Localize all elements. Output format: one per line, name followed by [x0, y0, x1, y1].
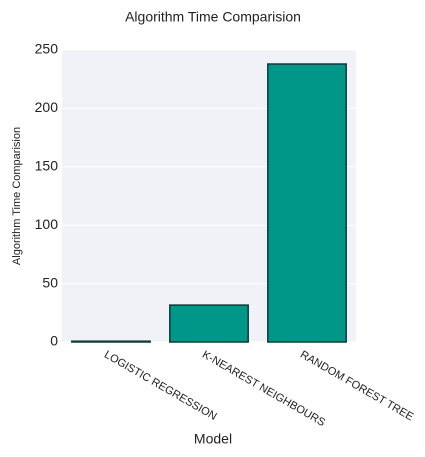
bar [71, 340, 151, 343]
chart-title: Algorithm Time Comparision [125, 9, 301, 25]
y-tick-label: 50 [42, 274, 58, 290]
y-tick-label: 250 [35, 41, 59, 57]
bar [267, 63, 347, 343]
x-axis-label: Model [194, 431, 232, 447]
y-tick-label: 100 [35, 216, 59, 232]
bar [169, 304, 249, 343]
y-axis-label: Algorithm Time Comparision [11, 127, 23, 265]
y-tick-label: 200 [35, 99, 59, 115]
y-tick-label: 0 [50, 333, 58, 349]
y-tick-label: 150 [35, 158, 59, 174]
x-tick-label: LOGISTIC REGRESSION [102, 349, 219, 423]
